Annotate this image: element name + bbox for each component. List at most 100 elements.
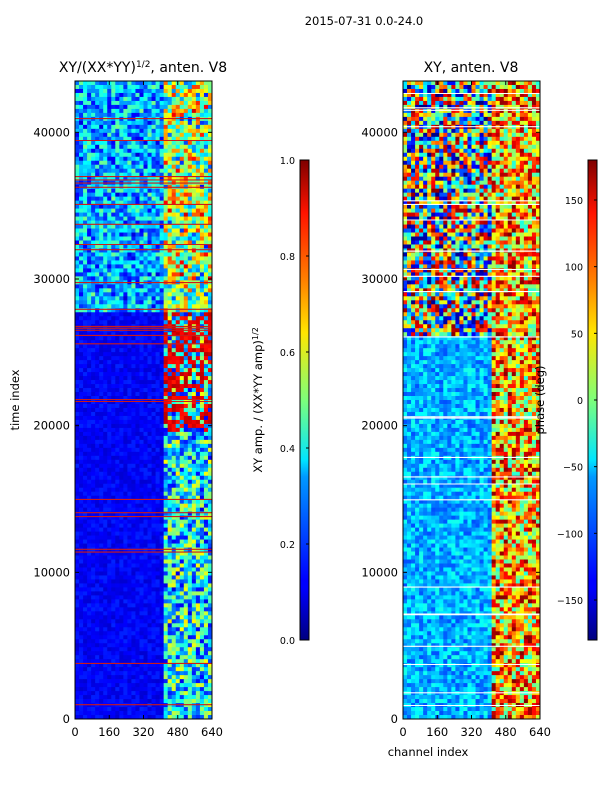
heatmap-cell (79, 435, 84, 441)
heatmap-cell (191, 96, 197, 102)
heatmap-cell (155, 312, 161, 317)
heatmap-cell (187, 336, 193, 341)
heatmap-cell (103, 148, 108, 154)
heatmap-cell (87, 567, 92, 572)
heatmap-cell (119, 260, 124, 265)
heatmap-cell (131, 348, 136, 353)
heatmap-cell (83, 200, 88, 206)
heatmap-cell (131, 627, 136, 632)
heatmap-cell (175, 104, 181, 110)
heatmap-cell (115, 507, 120, 513)
heatmap-cell (151, 591, 156, 596)
heatmap-cell (143, 643, 148, 648)
heatmap-cell (167, 463, 173, 469)
heatmap-cell (207, 603, 212, 608)
heatmap-cell (135, 92, 140, 98)
heatmap-cell (115, 264, 120, 269)
heatmap-cell (191, 579, 197, 584)
heatmap-cell (187, 224, 193, 229)
heatmap-cell (199, 643, 205, 648)
heatmap-cell (207, 188, 212, 194)
heatmap-cell (79, 463, 84, 469)
heatmap-cell (191, 503, 197, 509)
heatmap-cell (135, 236, 140, 241)
heatmap-cell (139, 192, 144, 198)
heatmap-cell (111, 368, 116, 373)
heatmap-cell (171, 348, 177, 353)
heatmap-cell (159, 495, 165, 501)
heatmap-cell (207, 132, 212, 138)
heatmap-cell (115, 144, 120, 150)
heatmap-cell (95, 647, 100, 652)
heatmap-cell (95, 388, 100, 393)
heatmap-cell (103, 272, 108, 277)
heatmap-cell (191, 224, 197, 229)
heatmap-cell (179, 228, 185, 233)
heatmap-cell (171, 559, 177, 564)
heatmap-cell (203, 248, 209, 253)
heatmap-cell (179, 196, 185, 202)
heatmap-cell (131, 455, 136, 461)
heatmap-cell (187, 539, 193, 544)
heatmap-cell (75, 284, 80, 289)
heatmap-cell (115, 439, 120, 445)
heatmap-cell (87, 340, 92, 345)
heatmap-cell (115, 551, 120, 556)
heatmap-cell (147, 292, 152, 297)
heatmap-cell (87, 471, 92, 477)
heatmap-cell (199, 320, 205, 325)
heatmap-cell (187, 196, 193, 202)
heatmap-cell (147, 84, 152, 90)
heatmap-cell (195, 272, 201, 277)
heatmap-cell (131, 623, 136, 628)
heatmap-cell (167, 228, 173, 233)
heatmap-cell (75, 623, 80, 628)
heatmap-cell (119, 232, 124, 237)
heatmap-cell (91, 84, 96, 90)
heatmap-cell (111, 344, 116, 349)
heatmap-cell (135, 495, 140, 501)
heatmap-cell (123, 423, 128, 429)
heatmap-cell (203, 639, 209, 644)
heatmap-cell (79, 164, 84, 170)
heatmap-cell (159, 623, 165, 628)
heatmap-cell (111, 152, 116, 158)
heatmap-cell (95, 92, 100, 98)
heatmap-cell (99, 455, 104, 461)
heatmap-cell (203, 104, 209, 110)
heatmap-cell (79, 192, 84, 198)
heatmap-cell (75, 288, 80, 293)
heatmap-cell (207, 591, 212, 596)
heatmap-cell (175, 128, 181, 134)
heatmap-cell (151, 487, 156, 493)
heatmap-cell (171, 284, 177, 289)
heatmap-cell (163, 96, 169, 102)
heatmap-cell (207, 471, 212, 477)
heatmap-cell (131, 88, 136, 94)
heatmap-cell (107, 272, 112, 277)
heatmap-cell (135, 192, 140, 198)
heatmap-cell (135, 96, 140, 102)
heatmap-cell (139, 539, 144, 544)
heatmap-cell (159, 411, 165, 417)
heatmap-cell (175, 599, 181, 604)
heatmap-cell (191, 443, 197, 449)
heatmap-cell (107, 132, 112, 138)
heatmap-cell (95, 168, 100, 174)
heatmap-cell (179, 435, 185, 441)
heatmap-cell (203, 356, 209, 361)
heatmap-cell (147, 124, 152, 130)
heatmap-cell (167, 603, 173, 608)
heatmap-cell (143, 539, 148, 544)
heatmap-cell (103, 603, 108, 608)
heatmap-cell (171, 447, 177, 453)
heatmap-cell (163, 100, 169, 106)
heatmap-cell (203, 376, 209, 381)
heatmap-cell (127, 451, 132, 457)
heatmap-cell (83, 539, 88, 544)
heatmap-cell (159, 252, 165, 257)
heatmap-cell (151, 92, 156, 98)
heatmap-cell (99, 607, 104, 612)
heatmap-cell (127, 84, 132, 90)
heatmap-cell (171, 344, 177, 349)
